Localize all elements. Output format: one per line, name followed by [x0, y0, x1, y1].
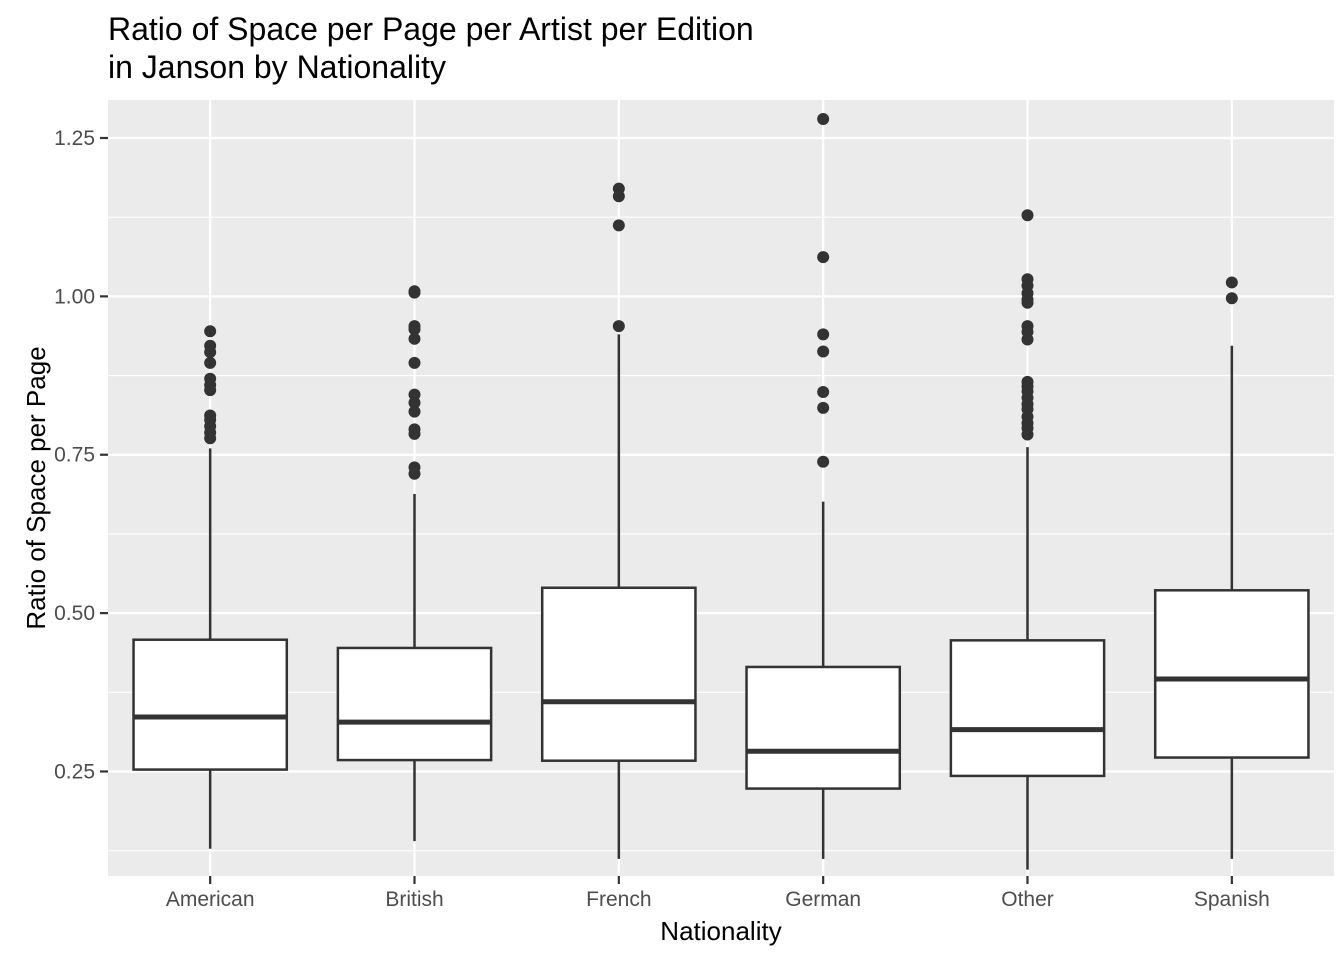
outlier-point — [1021, 428, 1034, 441]
outlier-point — [408, 332, 421, 345]
outlier-point — [612, 320, 625, 333]
outlier-point — [817, 401, 830, 414]
iqr-box — [949, 639, 1106, 778]
outlier-point — [817, 251, 830, 264]
outlier-point — [817, 455, 830, 468]
box-american — [132, 325, 289, 849]
iqr-box — [336, 646, 493, 762]
x-tick-label: German — [785, 888, 861, 911]
iqr-box — [745, 665, 902, 790]
y-axis: 0.25 0.50 0.75 1.00 1.25 — [54, 127, 108, 783]
outlier-point — [1021, 333, 1034, 346]
y-tick-label: 1.00 — [54, 285, 95, 308]
x-axis: American British French German Other Spanish — [166, 876, 1270, 911]
chart-title-line-2: in Janson by Nationality — [108, 49, 446, 85]
box-british — [336, 285, 493, 842]
outlier-point — [408, 323, 421, 336]
outlier-point — [1225, 276, 1238, 289]
outlier-point — [408, 467, 421, 480]
outlier-point — [817, 328, 830, 341]
outlier-point — [204, 356, 217, 369]
outlier-point — [204, 384, 217, 397]
box-german — [745, 113, 902, 859]
outlier-point — [408, 286, 421, 299]
outlier-point — [1021, 209, 1034, 222]
iqr-box — [540, 586, 697, 762]
outlier-point — [817, 345, 830, 358]
x-tick-label: British — [385, 888, 443, 911]
outlier-point — [204, 325, 217, 338]
x-tick-label: American — [166, 888, 255, 911]
boxes — [132, 113, 1310, 870]
outlier-point — [408, 405, 421, 418]
iqr-box — [1153, 589, 1310, 759]
outlier-point — [204, 346, 217, 359]
outlier-point — [408, 356, 421, 369]
iqr-box — [132, 638, 289, 771]
box-other — [949, 209, 1106, 870]
plot-panel — [108, 100, 1334, 876]
x-tick-label: French — [586, 888, 651, 911]
y-tick-label: 0.75 — [54, 444, 95, 467]
box-french — [540, 182, 697, 859]
outlier-point — [1021, 296, 1034, 309]
box-spanish — [1153, 276, 1310, 859]
outlier-point — [817, 113, 830, 126]
outlier-point — [612, 219, 625, 232]
outlier-point — [817, 386, 830, 399]
outlier-point — [408, 427, 421, 440]
chart-title-line-1: Ratio of Space per Page per Artist per E… — [108, 11, 754, 47]
outlier-point — [1225, 292, 1238, 305]
x-tick-label: Other — [1001, 888, 1054, 911]
x-tick-label: Spanish — [1194, 888, 1270, 911]
outlier-point — [612, 190, 625, 203]
y-tick-label: 1.25 — [54, 127, 95, 150]
outlier-point — [204, 432, 217, 445]
minor-gridlines — [108, 216, 1334, 852]
chart-title: Ratio of Space per Page per Artist per E… — [108, 10, 754, 86]
outlier-point — [408, 388, 421, 401]
outlier-point — [408, 396, 421, 409]
y-axis-title: Ratio of Space per Page — [21, 346, 51, 629]
y-tick-label: 0.25 — [54, 760, 95, 783]
y-tick-label: 0.50 — [54, 602, 95, 625]
x-axis-title: Nationality — [660, 916, 781, 946]
